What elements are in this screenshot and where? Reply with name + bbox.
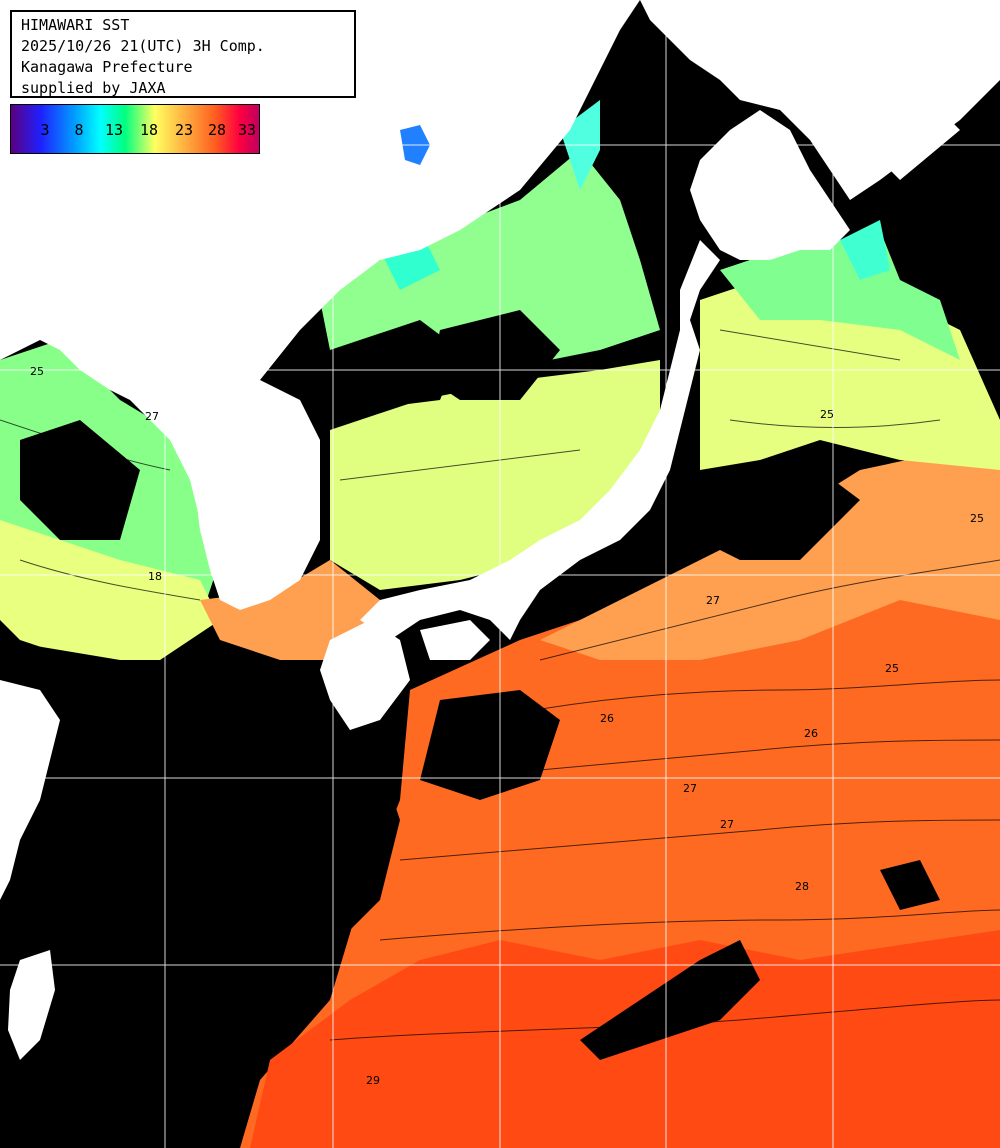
cloud-mass-8: [20, 420, 140, 540]
cloud-mass-5: [220, 700, 300, 760]
cloud-mass-3: [420, 690, 560, 800]
contour-lines: [0, 329, 1000, 1041]
contour-label: 25: [970, 512, 984, 525]
contour-label: 18: [148, 570, 162, 583]
legend-tick: 3: [40, 121, 50, 139]
map-region: Kanagawa Prefecture: [21, 58, 193, 76]
legend-tick: 18: [139, 121, 159, 139]
map-credit: supplied by JAXA: [21, 79, 166, 97]
map-title: HIMAWARI SST: [21, 16, 130, 34]
contour-label: 25: [820, 408, 834, 421]
legend-tick: 33: [237, 121, 257, 139]
contour-label: 25: [30, 365, 44, 378]
longitude-label: 140E: [669, 6, 684, 42]
contour-label: 27: [706, 594, 720, 607]
color-scale-legend: 3 8 13 18 23 28 33: [10, 104, 260, 154]
contour-label: 27: [683, 782, 697, 795]
contour-label: 28: [795, 880, 809, 893]
legend-tick: 28: [207, 121, 227, 139]
land-kyushu: [320, 620, 410, 730]
cloud-mass-4: [580, 940, 760, 1060]
contour-label: 27: [720, 818, 734, 831]
contour-label: 25: [885, 662, 899, 675]
legend-tick: 13: [104, 121, 124, 139]
sea-green-northeast: [720, 230, 960, 360]
cloud-mass-2: [700, 460, 860, 560]
legend-tick: 23: [174, 121, 194, 139]
contour-label: 27: [145, 410, 159, 423]
cloud-mass-7: [430, 310, 560, 400]
land-korea: [180, 370, 320, 610]
sea-east-china-orange: [200, 560, 380, 660]
land-shikoku: [420, 620, 490, 660]
legend-tick: 8: [74, 121, 84, 139]
contour-label: 29: [366, 1074, 380, 1087]
sea-cyan-hokkaido: [840, 220, 890, 280]
land-china-south-coast: [0, 680, 60, 900]
land-kuril-islands: [880, 120, 960, 180]
contour-label: 26: [804, 727, 818, 740]
land-honshu: [360, 240, 720, 640]
contour-label: 26: [600, 712, 614, 725]
cloud-mass-9: [320, 320, 460, 410]
contour-labels: 25 27 18 25 27 25 26 27 25 26 27 28 29: [30, 365, 984, 1087]
cloud-mass-1: [0, 640, 400, 1148]
map-datetime: 2025/10/26 21(UTC) 3H Comp.: [21, 37, 265, 55]
land-taiwan: [8, 950, 55, 1060]
info-box: HIMAWARI SST 2025/10/26 21(UTC) 3H Comp.…: [10, 10, 356, 98]
cloud-mass-6: [880, 860, 940, 910]
land-hokkaido: [690, 110, 850, 260]
